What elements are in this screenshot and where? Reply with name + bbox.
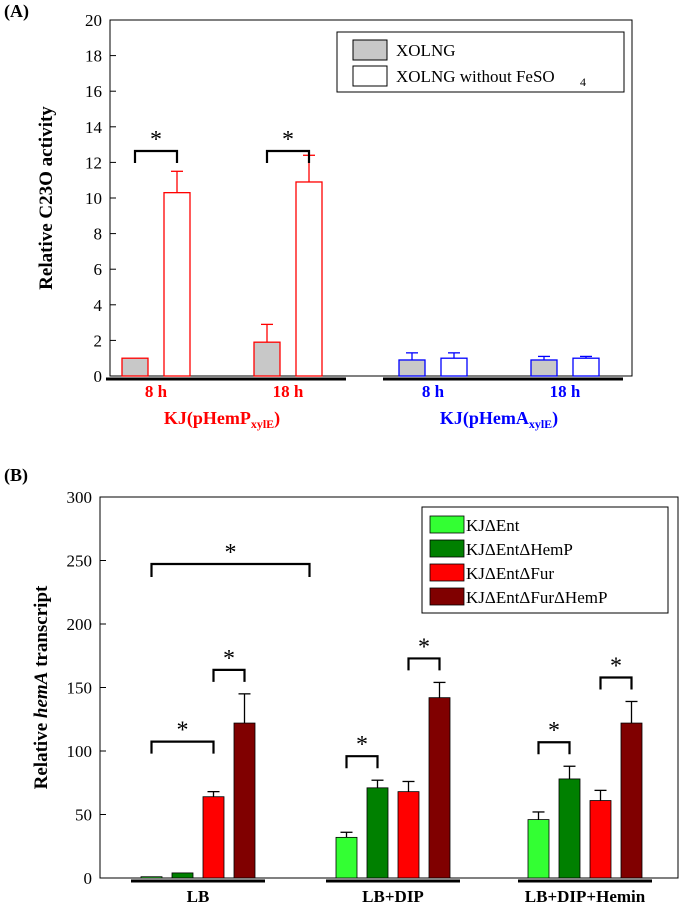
sig-bracket-b-star: *: [223, 646, 235, 672]
bar-b: [397, 791, 420, 879]
legend-entry-b: KJΔEntΔFur: [466, 564, 554, 583]
bar-b: [140, 876, 163, 879]
bar-b: [589, 800, 612, 879]
bar-a: [295, 181, 323, 377]
bar-a: [398, 359, 426, 377]
sig-bracket-a: [133, 149, 179, 163]
sig-bracket-a-star: *: [150, 127, 162, 153]
legend-swatch-a: [352, 39, 388, 61]
y-tick-label-b: 50: [75, 806, 92, 825]
y-tick-label-b: 100: [67, 742, 93, 761]
group-label-a: KJ(pHemPxylE): [164, 408, 280, 431]
panel-label-a: (A): [4, 1, 29, 22]
x-tick-label-a: 18 h: [273, 382, 304, 401]
bar-b: [558, 778, 581, 879]
legend-swatch-a: [352, 65, 388, 87]
y-tick-label-b: 250: [67, 552, 93, 571]
y-axis-label-b-part: transcript: [31, 585, 52, 672]
sig-bracket-b: [407, 657, 441, 671]
legend-entry-b: KJΔEntΔHemP: [466, 540, 573, 559]
legend-entry-a: XOLNG without FeSO: [396, 67, 555, 86]
group-label-a-subscript: xylE: [529, 417, 552, 431]
legend-swatch-b: [429, 563, 465, 582]
y-tick-label-a: 16: [85, 82, 102, 101]
legend-entry-b: KJΔEntΔFurΔHemP: [466, 588, 607, 607]
legend-swatch-b: [429, 515, 465, 534]
y-tick-label-a: 10: [85, 189, 102, 208]
panel-b: (B) 0 50 100 150 200 250 300 Relative hemA trans…: [4, 465, 679, 906]
sig-bracket-b-star: *: [177, 718, 189, 744]
y-tick-label-a: 20: [85, 11, 102, 30]
y-tick-label-a: 14: [85, 118, 103, 137]
y-tick-label-b: 300: [67, 488, 93, 507]
y-tick-label-b: 150: [67, 679, 93, 698]
sig-bracket-b: [150, 740, 215, 754]
bar-b: [366, 787, 389, 879]
group-label-a-subscript: xylE: [251, 417, 274, 431]
sig-bracket-b-star: *: [548, 718, 560, 744]
y-tick-label-a: 12: [85, 153, 102, 172]
bar-b: [335, 836, 358, 879]
x-tick-label-b: LB: [187, 887, 210, 906]
group-label-a-close: ): [274, 408, 280, 429]
panel-label-b: (B): [4, 465, 28, 486]
legend-entry-b: KJΔEnt: [466, 516, 520, 535]
sig-bracket-b: [212, 668, 246, 682]
bar-b: [620, 722, 643, 879]
bar-b: [171, 872, 194, 879]
bar-a: [572, 357, 600, 377]
sig-bracket-b-star: *: [610, 653, 622, 679]
x-tick-label-b: LB+DIP: [362, 887, 424, 906]
bar-b: [233, 722, 256, 879]
sig-bracket-b: [345, 755, 379, 769]
bar-a: [440, 357, 468, 377]
bar-a: [530, 359, 558, 377]
group-label-a-main: KJ(pHemP: [164, 408, 251, 429]
panel-a: (A) 0 2 4 6 8 10 12 14 16 18 20 Relative C23O activi…: [4, 1, 633, 431]
bar-a: [253, 341, 281, 377]
y-axis-label-b: Relative hemA transcript: [31, 585, 52, 789]
y-tick-label-b: 200: [67, 615, 93, 634]
y-tick-label-a: 0: [94, 367, 103, 386]
bar-b: [527, 819, 550, 879]
y-tick-label-a: 6: [94, 260, 103, 279]
x-tick-label-a: 8 h: [145, 382, 168, 401]
legend-swatch-b: [429, 587, 465, 606]
legend-entry-subscript-a: 4: [580, 75, 586, 89]
sig-bracket-a-star: *: [282, 127, 294, 153]
sig-bracket-b-star: *: [356, 732, 368, 758]
group-label-a-main: KJ(pHemA: [440, 408, 529, 429]
y-axis-label-a: Relative C23O activity: [36, 106, 57, 290]
x-tick-label-a: 18 h: [550, 382, 581, 401]
x-tick-label-b: LB+DIP+Hemin: [525, 887, 646, 906]
legend-entry-a: XOLNG: [396, 41, 456, 60]
group-label-a: KJ(pHemAxylE): [440, 408, 558, 431]
y-tick-label-a: 4: [94, 296, 103, 315]
bar-a: [121, 357, 149, 377]
sig-bracket-a: [265, 149, 311, 163]
bar-a: [163, 192, 191, 377]
sig-bracket-b-star: *: [418, 634, 430, 660]
y-tick-label-a: 8: [94, 225, 103, 244]
sig-bracket-b-global: [150, 562, 311, 577]
sig-bracket-b: [537, 741, 571, 755]
y-axis-label-b-part: hemA: [31, 672, 52, 718]
y-axis-label-b-part: Relative: [31, 718, 52, 789]
group-label-a-close: ): [552, 408, 558, 429]
y-tick-label-a: 2: [94, 331, 103, 350]
sig-bracket-b-global-star: *: [225, 540, 237, 566]
y-tick-label-b: 0: [84, 869, 93, 888]
bar-b: [428, 697, 451, 879]
x-tick-label-a: 8 h: [422, 382, 445, 401]
legend-swatch-b: [429, 539, 465, 558]
y-tick-label-a: 18: [85, 47, 102, 66]
bar-b: [202, 796, 225, 879]
sig-bracket-b: [599, 676, 633, 690]
